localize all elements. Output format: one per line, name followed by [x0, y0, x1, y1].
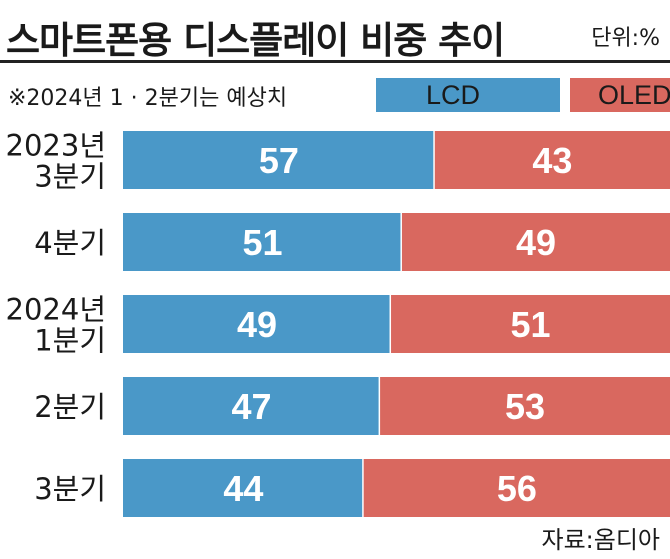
bar-lcd-3 — [123, 377, 381, 435]
legend-lcd-swatch — [376, 78, 560, 112]
data-label-oled-2: 51 — [510, 304, 550, 345]
data-label-lcd-1: 51 — [242, 222, 282, 263]
category-label-1-0: 4분기 — [34, 226, 106, 260]
bar-oled-3 — [380, 377, 670, 435]
bar-lcd-1 — [123, 213, 402, 271]
category-label-0-1: 3분기 — [34, 160, 106, 194]
data-label-lcd-2: 49 — [237, 304, 277, 345]
legend-oled-label: OLED — [598, 80, 670, 110]
bar-oled-1 — [401, 213, 670, 271]
data-label-oled-1: 49 — [516, 222, 556, 263]
chart-title: 스마트폰용 디스플레이 비중 추이 — [6, 19, 505, 62]
bar-lcd-0 — [123, 131, 435, 189]
data-label-oled-3: 53 — [505, 386, 545, 427]
data-label-oled-0: 43 — [532, 140, 572, 181]
category-label-2-1: 1분기 — [34, 324, 106, 358]
bar-lcd-4 — [123, 459, 364, 517]
title-divider — [0, 60, 670, 63]
source-label: 자료:옴디아 — [541, 526, 661, 554]
legend-lcd-label: LCD — [426, 80, 481, 110]
forecast-note: ※2024년 1 · 2분기는 예상치 — [8, 86, 288, 111]
bar-oled-4 — [363, 459, 670, 517]
bar-oled-2 — [391, 295, 670, 353]
category-label-2-0: 2024년 — [6, 293, 106, 327]
data-label-lcd-3: 47 — [232, 386, 272, 427]
data-label-lcd-4: 44 — [223, 468, 263, 509]
category-label-4-0: 3분기 — [34, 472, 106, 506]
bar-lcd-2 — [123, 295, 392, 353]
unit-label: 단위:% — [591, 26, 660, 51]
legend-oled-swatch — [570, 78, 670, 112]
category-label-0-0: 2023년 — [6, 129, 106, 163]
data-label-lcd-0: 57 — [259, 140, 299, 181]
data-label-oled-4: 56 — [497, 468, 537, 509]
category-label-3-0: 2분기 — [34, 390, 106, 424]
bar-oled-0 — [434, 131, 670, 189]
